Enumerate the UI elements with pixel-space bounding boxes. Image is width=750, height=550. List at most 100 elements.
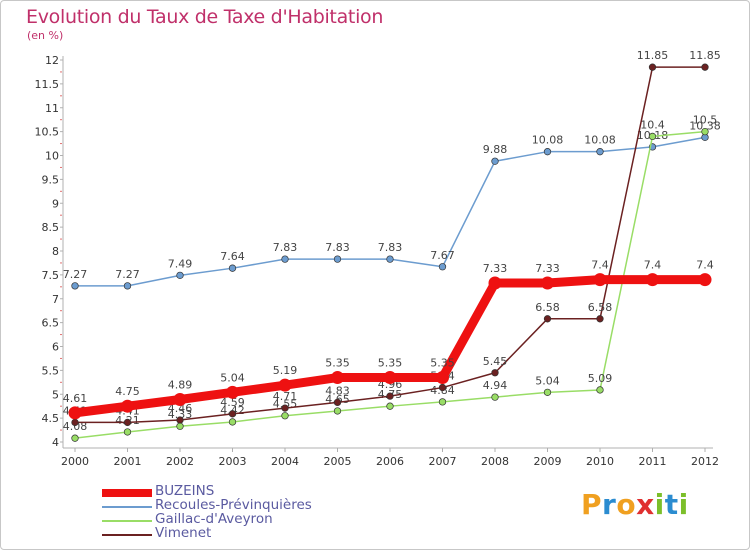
data-label: 10.08 [532,134,564,147]
y-tick-label: 9.5 [42,173,60,186]
data-label: 7.33 [483,262,508,275]
y-tick-label: 6 [52,341,59,354]
data-point [488,276,502,290]
data-label: 10.08 [584,134,616,147]
data-point [491,393,499,401]
y-tick-label: 8.5 [42,221,60,234]
data-point [491,369,499,377]
x-tick-label: 2006 [376,455,404,468]
data-label: 5.35 [325,357,350,370]
data-point [333,255,342,263]
data-point [228,418,237,426]
legend-item: Gaillac-d'Aveyron [102,511,362,528]
data-label: 4.71 [273,390,298,403]
legend-swatch [102,506,152,508]
data-point [281,255,289,263]
legend-label: BUZEINS [155,483,215,499]
data-point [543,148,552,156]
data-point [491,157,499,165]
data-point [176,422,184,430]
data-point [228,410,237,418]
y-tick-label: 6.5 [42,317,60,330]
data-label: 7.4 [644,259,662,272]
x-tick-label: 2010 [586,455,614,468]
legend-swatch [102,489,152,497]
data-label: 4.83 [325,384,350,397]
series-recoules-pr-vinqui-res: 7.27 7.27 7.49 7.64 7.83 7.83 7.83 7.67 9.88 10.0… [63,119,721,290]
data-label: 5.04 [535,374,560,387]
legend-label: Gaillac-d'Aveyron [155,511,273,527]
x-tick-label: 2011 [639,455,667,468]
y-axis-unit: (en %) [27,29,64,42]
data-point [438,383,447,392]
legend-swatch [102,534,152,536]
data-point [543,315,552,323]
proxiti-logo: Proxiti [581,488,689,521]
data-label: 4.94 [483,379,508,392]
data-label: 7.4 [696,259,714,272]
data-point [648,63,657,71]
data-point [331,371,344,385]
data-point [596,315,604,323]
data-point [228,264,237,272]
data-label: 5.19 [273,364,298,377]
data-point [278,378,292,392]
legend-label: Vimenet [155,525,212,541]
data-point [383,371,397,385]
x-tick-label: 2000 [61,455,89,468]
y-tick-label: 4.5 [42,412,60,425]
data-point [333,407,342,415]
y-tick-label: 5.5 [42,364,60,377]
data-label: 5.09 [588,372,613,385]
data-point [176,271,184,280]
y-tick-label: 8 [52,245,59,258]
data-label: 7.83 [378,241,403,254]
data-point [438,398,447,406]
data-point [71,282,79,290]
data-label: 7.83 [325,241,350,254]
y-tick-label: 9 [52,197,59,210]
y-tick-label: 11 [45,102,59,115]
data-point [333,398,342,407]
x-tick-label: 2005 [324,455,352,468]
data-label: 4.59 [220,396,245,409]
data-label: 9.88 [483,143,508,156]
y-tick-label: 10.5 [35,126,60,139]
data-label: 6.58 [588,301,613,314]
x-tick-label: 2003 [219,455,247,468]
legend-label: Recoules-Prévinquières [155,497,312,513]
x-tick-label: 2008 [481,455,509,468]
y-tick-label: 5 [52,388,59,401]
data-label: 7.83 [273,241,298,254]
data-label: 4.46 [168,402,193,415]
series-buzeins: 4.61 4.75 4.89 5.04 5.19 5.35 5.35 5.35 7.33 7.33… [63,259,714,420]
data-label: 10.38 [689,119,721,132]
data-label: 7.4 [591,259,609,272]
data-point [386,392,394,400]
legend-item: BUZEINS [102,483,362,500]
data-point [123,428,132,436]
data-point [123,282,132,290]
y-tick-label: 11.5 [35,78,60,91]
data-point [386,255,394,263]
x-tick-label: 2009 [534,455,562,468]
data-label: 5.35 [430,357,455,370]
data-point [436,371,449,385]
legend-swatch [102,520,152,522]
data-point [596,148,604,156]
x-tick-label: 2001 [114,455,142,468]
data-point [541,276,554,290]
legend-item: Recoules-Prévinquières [102,497,362,514]
data-point [123,418,132,427]
data-label: 4.89 [168,379,193,392]
data-label: 4.33 [168,408,193,421]
data-label: 4.08 [63,420,88,433]
data-point [596,386,604,394]
data-point [646,273,659,287]
data-label: 7.27 [115,268,140,281]
y-tick-label: 7 [52,293,59,306]
data-label: 4.61 [63,392,88,405]
data-label: 11.85 [637,49,669,62]
data-label: 7.49 [168,257,193,270]
